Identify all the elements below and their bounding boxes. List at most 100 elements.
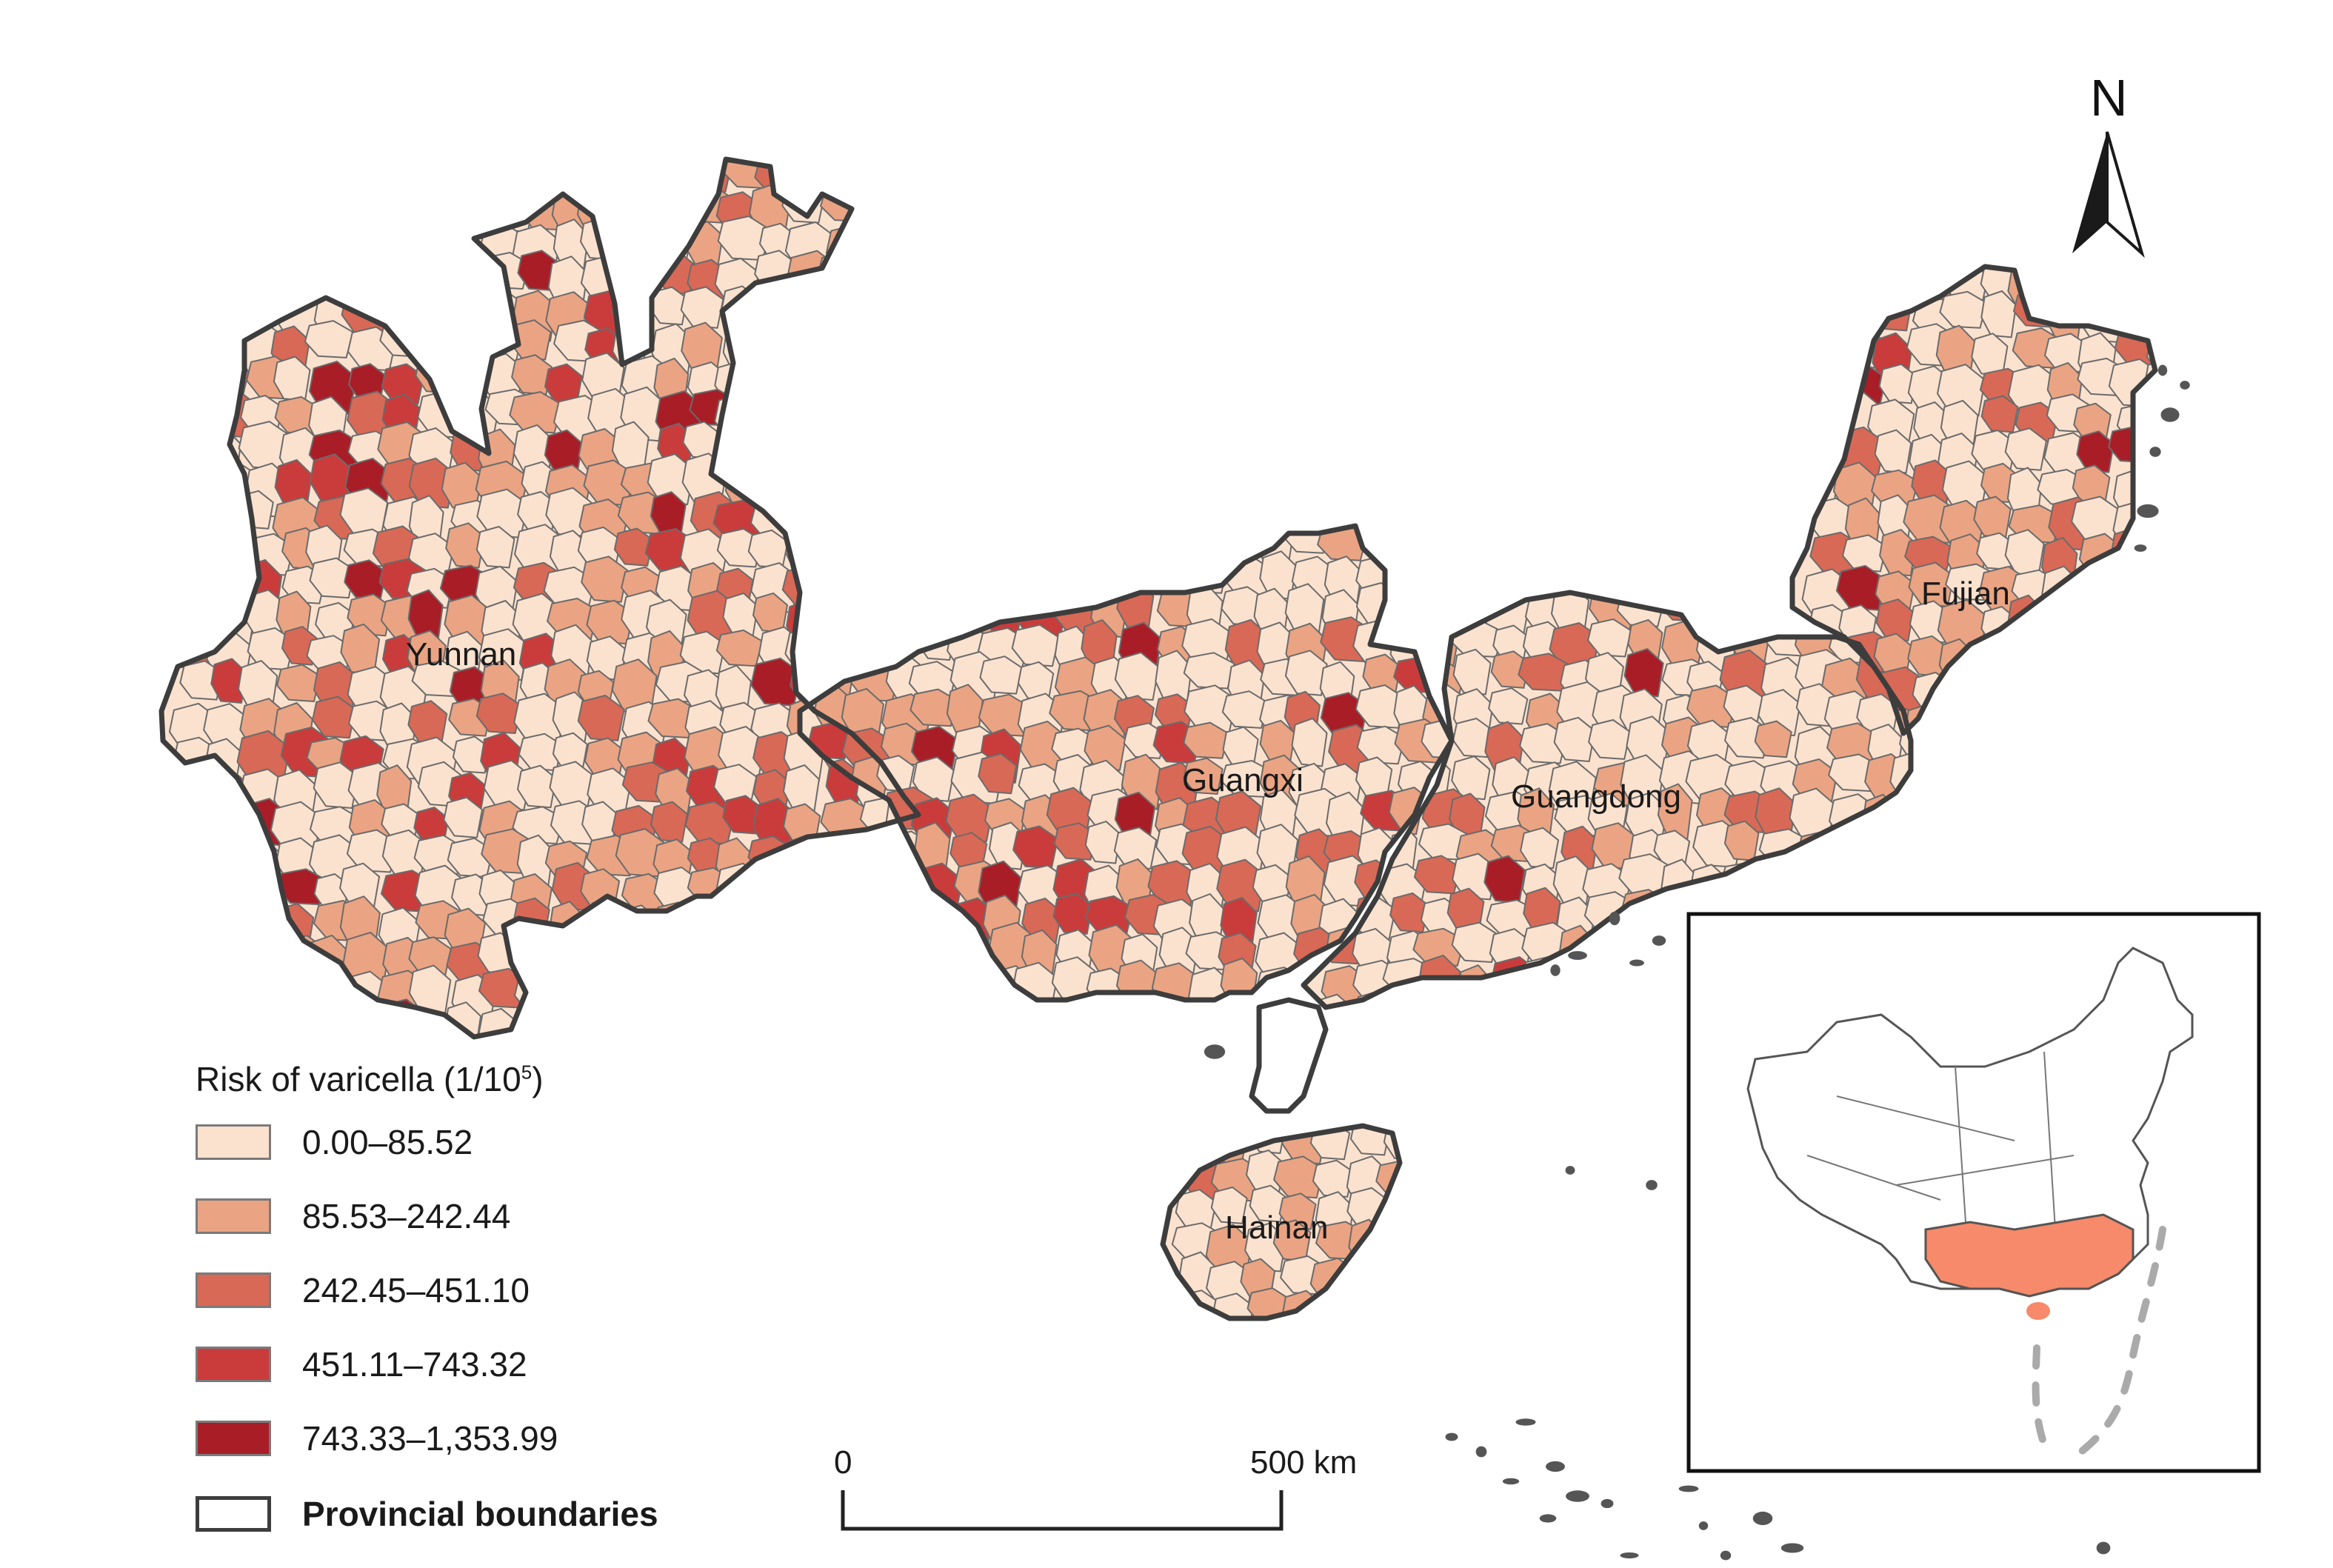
district-polygon xyxy=(443,796,483,838)
island-shape xyxy=(1445,1432,1458,1441)
island-shape xyxy=(1780,1543,1804,1553)
district-polygon xyxy=(1447,997,1491,1007)
district-polygon xyxy=(1763,854,1803,895)
district-polygon xyxy=(792,966,830,1009)
district-polygon xyxy=(313,761,359,809)
district-polygon xyxy=(341,159,383,204)
district-polygon xyxy=(414,325,468,365)
district-polygon xyxy=(790,998,844,1037)
district-polygon xyxy=(787,493,839,536)
district-polygon xyxy=(2142,289,2155,333)
district-polygon xyxy=(853,187,905,226)
district-polygon xyxy=(949,526,1003,573)
district-polygon xyxy=(788,429,841,470)
district-polygon xyxy=(846,621,889,659)
island-shape xyxy=(1609,911,1621,926)
coastal-islands xyxy=(1204,364,2190,1561)
district-polygon xyxy=(1210,1187,1248,1224)
island-shape xyxy=(1646,1180,1658,1190)
district-polygon xyxy=(1052,893,1093,935)
district-polygon xyxy=(1720,861,1774,899)
district-polygon xyxy=(175,390,228,443)
district-polygon xyxy=(1115,526,1168,570)
district-polygon xyxy=(691,1001,729,1037)
inset-boundary-line xyxy=(1836,1095,2015,1141)
district-polygon xyxy=(1892,828,1911,876)
scale-start-label: 0 xyxy=(834,1444,852,1481)
district-polygon xyxy=(646,973,695,1022)
district-polygon xyxy=(1807,324,1858,371)
district-polygon xyxy=(887,456,918,504)
district-polygon xyxy=(445,159,488,204)
district-polygon xyxy=(749,908,793,951)
district-polygon xyxy=(845,557,890,601)
island-shape xyxy=(1502,1478,1520,1485)
district-polygon xyxy=(1558,991,1608,1007)
district-polygon xyxy=(2144,267,2155,316)
district-polygon xyxy=(176,356,222,396)
inset-nine-dash-line xyxy=(2032,1344,2048,1448)
legend-item-provincial-boundaries: Provincial boundaries xyxy=(196,1495,658,1533)
north-label: N xyxy=(2090,69,2128,127)
district-polygon xyxy=(179,660,224,701)
inset-boundary-line xyxy=(1806,1155,1941,1201)
district-polygon xyxy=(978,526,1015,562)
inset-china-outline xyxy=(1746,947,2194,1455)
district-polygon xyxy=(852,497,895,547)
island-shape xyxy=(1652,935,1666,946)
district-polygon xyxy=(2117,703,2155,733)
district-polygon xyxy=(2147,667,2155,715)
island-shape xyxy=(2180,381,2190,390)
island-shape xyxy=(1752,1511,1773,1526)
district-polygon xyxy=(1412,927,1466,967)
district-polygon xyxy=(909,584,957,623)
district-polygon xyxy=(1221,690,1269,729)
district-polygon xyxy=(753,287,798,325)
district-polygon xyxy=(1972,637,2009,683)
district-polygon xyxy=(1588,719,1631,760)
district-polygon xyxy=(410,159,457,208)
district-polygon xyxy=(613,975,651,1013)
island-shape xyxy=(1515,1418,1536,1426)
district-polygon xyxy=(1452,648,1492,695)
district-polygon xyxy=(1291,718,1328,767)
district-polygon xyxy=(1828,823,1875,862)
province-boundary-yunnan xyxy=(158,156,921,1040)
district-polygon xyxy=(1519,723,1568,764)
district-polygon xyxy=(1018,550,1069,604)
district-polygon xyxy=(823,907,871,947)
legend-item-class-5: 743.33–1,353.99 xyxy=(196,1419,558,1458)
north-arrow-icon xyxy=(2072,131,2145,258)
district-polygon xyxy=(2146,333,2155,375)
district-polygon xyxy=(2044,637,2084,681)
province-boundary-fujian xyxy=(1789,264,2158,736)
district-polygon xyxy=(1892,859,1911,910)
district-polygon xyxy=(792,395,829,446)
district-polygon xyxy=(750,356,801,410)
district-polygon xyxy=(1376,1295,1400,1318)
district-polygon xyxy=(312,695,356,739)
district-polygon xyxy=(855,597,892,652)
district-polygon xyxy=(1389,558,1440,600)
legend-item-label: Provincial boundaries xyxy=(302,1495,658,1533)
island-shape xyxy=(1568,951,1587,960)
scale-bar xyxy=(841,1490,1284,1531)
district-polygon xyxy=(275,216,313,255)
district-polygon xyxy=(819,1011,873,1037)
district-polygon xyxy=(1451,755,1491,801)
legend-item-label: 0.00–85.52 xyxy=(302,1123,473,1161)
district-polygon xyxy=(849,283,896,333)
district-polygon xyxy=(2075,630,2111,675)
district-polygon xyxy=(204,250,245,288)
district-polygon xyxy=(1151,554,1189,597)
district-polygon xyxy=(757,939,810,990)
district-polygon xyxy=(855,970,907,1015)
district-polygon xyxy=(755,999,795,1037)
district-polygon xyxy=(1451,921,1499,963)
district-polygon xyxy=(237,159,281,199)
district-polygon xyxy=(2107,633,2155,670)
district-polygon xyxy=(819,463,858,520)
district-polygon xyxy=(1692,593,1737,627)
legend-swatch xyxy=(196,1421,271,1456)
